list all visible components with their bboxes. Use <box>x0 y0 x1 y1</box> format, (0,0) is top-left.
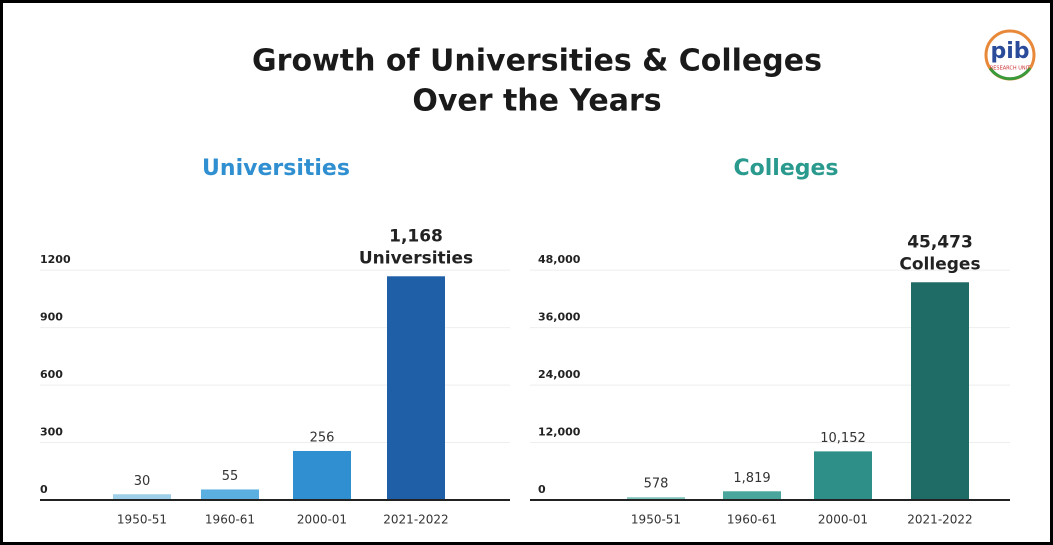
data-label: 256 <box>310 430 335 445</box>
y-tick-label: 12,000 <box>538 426 581 439</box>
y-tick-label: 300 <box>40 426 63 439</box>
y-tick-label: 0 <box>538 483 546 496</box>
logo: pib RESEARCH UNIT <box>984 29 1036 81</box>
chart-title: Colleges <box>733 156 838 181</box>
annotation: Colleges <box>899 254 980 274</box>
y-tick-label: 36,000 <box>538 311 581 324</box>
x-tick-label: 1960-61 <box>205 513 255 527</box>
y-tick-label: 900 <box>40 311 63 324</box>
bar <box>293 450 351 500</box>
x-tick-label: 1950-51 <box>117 513 167 527</box>
title-line: Over the Years <box>412 84 661 119</box>
logo-subtext: RESEARCH UNIT <box>990 66 1031 72</box>
x-tick-label: 1950-51 <box>631 513 681 527</box>
data-label: 10,152 <box>820 431 866 446</box>
x-tick-label: 2021-2022 <box>383 513 448 527</box>
y-tick-label: 600 <box>40 368 63 381</box>
y-tick-label: 24,000 <box>538 368 581 381</box>
data-label: 30 <box>134 474 151 489</box>
chart-title: Universities <box>202 156 350 181</box>
y-tick-label: 48,000 <box>538 253 581 266</box>
bar <box>201 489 259 500</box>
data-label: 1,168 <box>389 226 443 246</box>
x-tick-label: 2000-01 <box>818 513 868 527</box>
y-tick-label: 0 <box>40 483 48 496</box>
logo-text: pib <box>990 39 1029 64</box>
data-label: 55 <box>222 469 239 484</box>
bar <box>814 451 872 500</box>
title-line: Growth of Universities & Colleges <box>252 44 822 79</box>
x-tick-label: 2021-2022 <box>907 513 972 527</box>
data-label: 45,473 <box>907 232 973 252</box>
x-tick-label: 2000-01 <box>297 513 347 527</box>
bar <box>387 276 445 500</box>
x-tick-label: 1960-61 <box>727 513 777 527</box>
bar <box>113 494 171 500</box>
bar <box>627 497 685 500</box>
bar <box>723 491 781 500</box>
data-label: 1,819 <box>733 471 770 486</box>
data-label: 578 <box>644 477 669 492</box>
bar <box>911 282 969 500</box>
y-tick-label: 1200 <box>40 253 71 266</box>
annotation: Universities <box>359 248 473 268</box>
